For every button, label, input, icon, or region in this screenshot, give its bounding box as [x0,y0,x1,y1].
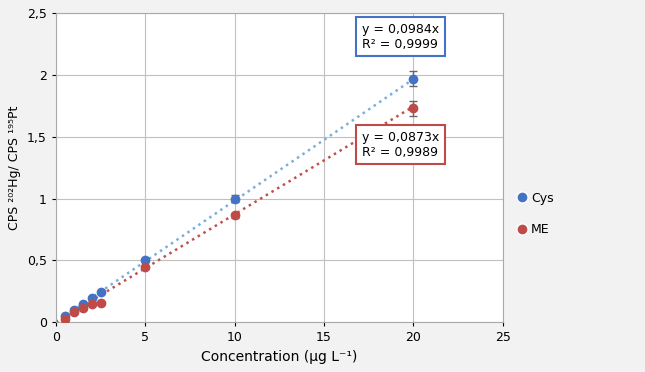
Text: y = 0,0984x
R² = 0,9999: y = 0,0984x R² = 0,9999 [362,23,439,51]
Y-axis label: CPS ²⁰²Hg/ CPS ¹⁹⁵Pt: CPS ²⁰²Hg/ CPS ¹⁹⁵Pt [8,106,21,230]
Text: y = 0,0873x
R² = 0,9989: y = 0,0873x R² = 0,9989 [362,131,439,159]
Legend: Cys, ME: Cys, ME [513,187,559,241]
X-axis label: Concentration (µg L⁻¹): Concentration (µg L⁻¹) [201,350,357,364]
